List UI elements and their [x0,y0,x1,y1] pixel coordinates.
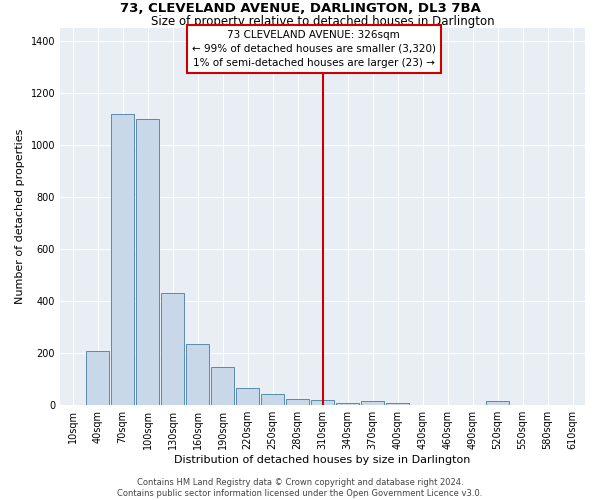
Text: 73, CLEVELAND AVENUE, DARLINGTON, DL3 7BA: 73, CLEVELAND AVENUE, DARLINGTON, DL3 7B… [119,2,481,16]
Bar [386,402,409,405]
Bar [111,114,134,405]
Bar [136,119,159,405]
Bar [336,402,359,405]
Text: 73 CLEVELAND AVENUE: 326sqm
← 99% of detached houses are smaller (3,320)
1% of s: 73 CLEVELAND AVENUE: 326sqm ← 99% of det… [192,30,436,68]
Bar [86,350,109,405]
Bar [286,398,309,405]
Y-axis label: Number of detached properties: Number of detached properties [15,129,25,304]
Bar [211,368,234,405]
Title: Size of property relative to detached houses in Darlington: Size of property relative to detached ho… [151,15,494,28]
Bar [236,388,259,405]
Bar [361,402,384,405]
Bar [161,294,184,405]
Bar [311,400,334,405]
Bar [186,344,209,405]
X-axis label: Distribution of detached houses by size in Darlington: Distribution of detached houses by size … [175,455,471,465]
Text: Contains HM Land Registry data © Crown copyright and database right 2024.
Contai: Contains HM Land Registry data © Crown c… [118,478,482,498]
Bar [261,394,284,405]
Bar [486,402,509,405]
